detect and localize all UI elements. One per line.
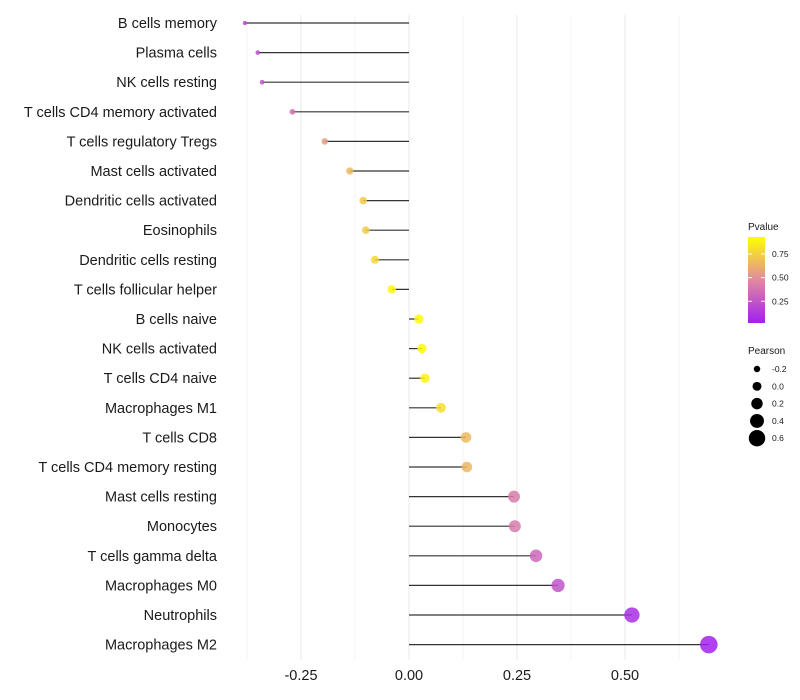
y-axis-label: Neutrophils [144, 608, 217, 624]
size-legend-key [752, 381, 762, 391]
lollipop-point [461, 461, 473, 473]
y-axis-label: Mast cells activated [90, 164, 217, 180]
y-axis-label: T cells CD4 memory resting [38, 460, 217, 476]
legend-pvalue: Pvalue 0.75 0.50 0.25 [748, 222, 789, 323]
lollipop-point [551, 578, 565, 593]
lollipop-point [420, 373, 430, 383]
x-axis-tick-labels: -0.25 0.00 0.25 0.50 [284, 668, 639, 684]
lollipop-point [359, 196, 368, 205]
lollipop-point [624, 607, 640, 623]
y-axis-label: Dendritic cells resting [79, 253, 217, 269]
x-axis-tick-label: -0.25 [284, 668, 317, 684]
y-axis-label: T cells CD4 memory activated [24, 105, 217, 121]
size-legend-label: -0.2 [772, 364, 787, 374]
size-legend-key [753, 365, 761, 373]
x-axis-tick-label: 0.50 [611, 668, 639, 684]
lollipop-point [361, 226, 370, 235]
size-legend-key [748, 430, 766, 447]
y-axis-label: T cells gamma delta [88, 549, 218, 565]
lollipop-point [242, 20, 247, 26]
lollipop-points [242, 20, 718, 654]
lollipop-point [507, 490, 520, 503]
lollipop-point [370, 255, 379, 264]
y-axis-label: Macrophages M1 [105, 401, 217, 417]
lollipop-point [436, 402, 446, 413]
lollipop-point [508, 520, 521, 533]
y-axis-label: T cells follicular helper [74, 282, 217, 298]
colorbar-tick-label: 0.50 [772, 273, 789, 283]
legend-pearson: Pearson -0.2 0.0 0.2 0.4 0.6 [748, 346, 787, 447]
lollipop-point [417, 343, 427, 354]
y-axis-label: Plasma cells [136, 46, 217, 62]
colorbar-tick-label: 0.25 [772, 296, 789, 306]
y-axis-label: T cells CD4 naive [104, 371, 217, 387]
y-axis-label: B cells naive [136, 312, 217, 328]
lollipop-segments [244, 22, 709, 646]
x-axis-tick-label: 0.25 [503, 668, 531, 684]
lollipop-point [460, 432, 472, 443]
y-axis-label: NK cells activated [102, 342, 217, 358]
pvalue-colorbar [748, 237, 765, 323]
lollipop-point [346, 167, 354, 175]
y-axis-label: T cells CD8 [142, 430, 217, 446]
lollipop-point [259, 79, 265, 85]
legend-pearson-title: Pearson [748, 346, 785, 357]
lollipop-point [289, 108, 296, 115]
y-axis-label: T cells regulatory Tregs [67, 134, 217, 150]
y-axis-label: Macrophages M0 [105, 578, 217, 594]
lollipop-point [414, 314, 424, 324]
size-legend-key [751, 397, 763, 410]
colorbar-tick-label: 0.75 [772, 249, 789, 259]
size-legend-label: 0.2 [772, 399, 784, 409]
y-axis-label: Macrophages M2 [105, 638, 217, 654]
y-axis-label: B cells memory [118, 16, 218, 32]
y-axis-labels: B cells memory Plasma cells NK cells resti… [24, 16, 218, 654]
legend-pvalue-title: Pvalue [748, 222, 779, 233]
lollipop-point [700, 635, 718, 654]
lollipop-point [255, 50, 261, 55]
y-axis-label: Dendritic cells activated [65, 194, 217, 210]
size-legend-label: 0.6 [772, 433, 784, 443]
size-legend-key [750, 413, 764, 428]
y-axis-label: Mast cells resting [105, 490, 217, 506]
lollipop-point [529, 549, 543, 563]
lollipop-point [387, 285, 396, 294]
x-axis-tick-label: 0.00 [395, 668, 423, 684]
y-axis-label: NK cells resting [116, 75, 217, 91]
y-axis-label: Monocytes [147, 519, 217, 535]
size-legend-label: 0.0 [772, 381, 784, 391]
size-legend-label: 0.4 [772, 416, 784, 426]
y-axis-label: Eosinophils [143, 223, 217, 239]
grid-lines [246, 15, 680, 660]
lollipop-point [321, 138, 329, 145]
